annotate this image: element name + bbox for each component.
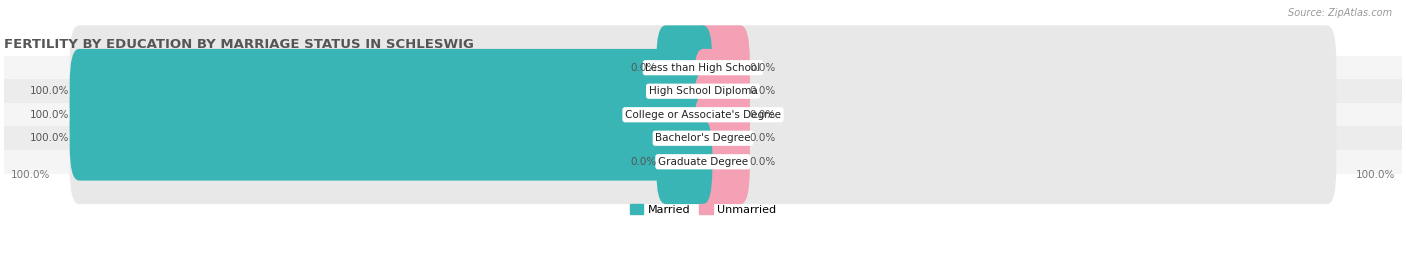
- FancyBboxPatch shape: [693, 25, 749, 110]
- FancyBboxPatch shape: [70, 49, 713, 133]
- FancyBboxPatch shape: [70, 96, 713, 180]
- FancyBboxPatch shape: [693, 119, 1336, 204]
- Text: High School Diploma: High School Diploma: [648, 86, 758, 96]
- FancyBboxPatch shape: [693, 25, 1336, 110]
- FancyBboxPatch shape: [70, 49, 713, 133]
- Text: Graduate Degree: Graduate Degree: [658, 157, 748, 167]
- FancyBboxPatch shape: [657, 119, 713, 204]
- Text: Less than High School: Less than High School: [645, 63, 761, 73]
- Text: College or Associate's Degree: College or Associate's Degree: [626, 110, 780, 120]
- Text: 100.0%: 100.0%: [31, 133, 70, 143]
- FancyBboxPatch shape: [70, 72, 713, 157]
- Bar: [4, 150, 1402, 174]
- FancyBboxPatch shape: [693, 96, 1336, 180]
- FancyBboxPatch shape: [70, 96, 713, 180]
- Text: 0.0%: 0.0%: [749, 63, 776, 73]
- Legend: Married, Unmarried: Married, Unmarried: [626, 200, 780, 219]
- Text: 0.0%: 0.0%: [749, 133, 776, 143]
- Bar: [4, 79, 1402, 103]
- FancyBboxPatch shape: [70, 25, 713, 110]
- Text: FERTILITY BY EDUCATION BY MARRIAGE STATUS IN SCHLESWIG: FERTILITY BY EDUCATION BY MARRIAGE STATU…: [4, 38, 474, 51]
- FancyBboxPatch shape: [70, 119, 713, 204]
- FancyBboxPatch shape: [693, 96, 749, 180]
- Text: 0.0%: 0.0%: [630, 157, 657, 167]
- Text: Source: ZipAtlas.com: Source: ZipAtlas.com: [1288, 8, 1392, 18]
- Text: 100.0%: 100.0%: [1357, 170, 1396, 180]
- Text: 0.0%: 0.0%: [749, 110, 776, 120]
- Bar: [4, 126, 1402, 150]
- FancyBboxPatch shape: [70, 72, 713, 157]
- FancyBboxPatch shape: [693, 49, 1336, 133]
- Text: 0.0%: 0.0%: [749, 157, 776, 167]
- Bar: [4, 56, 1402, 79]
- FancyBboxPatch shape: [693, 49, 749, 133]
- Text: Bachelor's Degree: Bachelor's Degree: [655, 133, 751, 143]
- FancyBboxPatch shape: [693, 72, 1336, 157]
- FancyBboxPatch shape: [693, 119, 749, 204]
- FancyBboxPatch shape: [693, 72, 749, 157]
- FancyBboxPatch shape: [657, 25, 713, 110]
- Text: 100.0%: 100.0%: [10, 170, 49, 180]
- Bar: [4, 103, 1402, 126]
- Text: 100.0%: 100.0%: [31, 86, 70, 96]
- Text: 0.0%: 0.0%: [749, 86, 776, 96]
- Text: 0.0%: 0.0%: [630, 63, 657, 73]
- Text: 100.0%: 100.0%: [31, 110, 70, 120]
